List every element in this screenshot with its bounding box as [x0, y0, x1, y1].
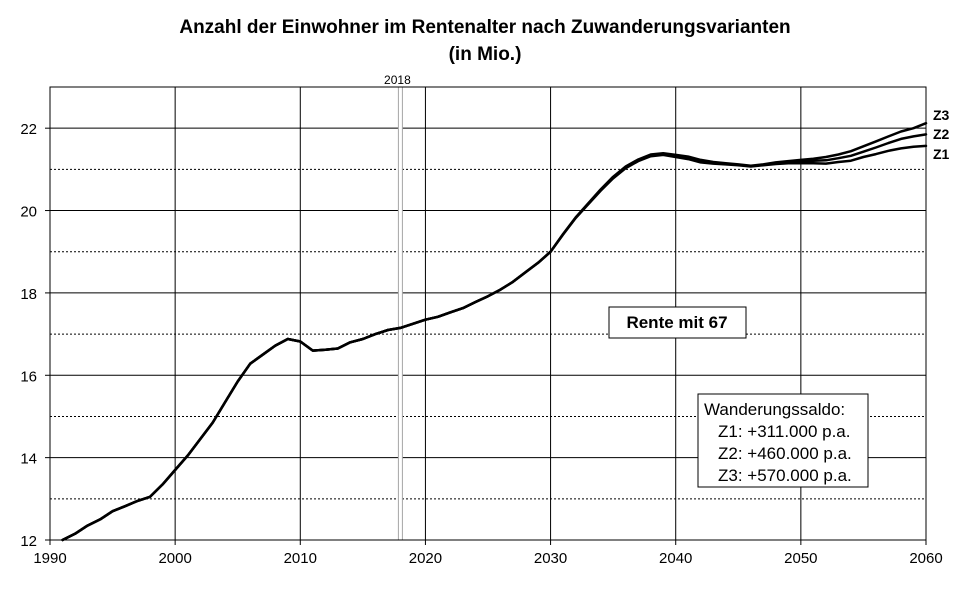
series-labels: Z3 Z2 Z1 [933, 107, 950, 162]
saldo-line-z1: Z1: +311.000 p.a. [718, 422, 850, 441]
x-tick-label: 2030 [534, 550, 567, 567]
y-tick-label: 16 [20, 368, 37, 385]
x-tick-label: 2060 [909, 550, 942, 567]
series-lines [61, 121, 928, 542]
x-tick-label: 2010 [284, 550, 317, 567]
plot-area-border [49, 86, 927, 541]
saldo-line-z3: Z3: +570.000 p.a. [718, 466, 852, 485]
rente-annotation: Rente mit 67 [608, 306, 747, 339]
series-label-z1: Z1 [933, 146, 950, 162]
y-tick-label: 20 [20, 204, 37, 221]
saldo-title: Wanderungssaldo: [704, 400, 845, 419]
rente-box [608, 306, 747, 339]
marker-line [397, 86, 403, 541]
saldo-annotation: Wanderungssaldo: Z1: +311.000 p.a. Z2: +… [697, 393, 869, 488]
x-tick-label: 2050 [784, 550, 817, 567]
saldo-line-z2: Z2: +460.000 p.a. [718, 444, 852, 463]
x-tick-label: 2020 [409, 550, 442, 567]
y-tick-label: 18 [20, 286, 37, 303]
x-axis-ticks: 1990 2000 2010 2020 2030 2040 2050 2060 [33, 540, 943, 567]
series-label-z2: Z2 [933, 126, 950, 142]
y-tick-label: 14 [20, 451, 37, 468]
x-tick-label: 2040 [659, 550, 692, 567]
x-tick-label: 2000 [158, 550, 191, 567]
chart-subtitle: (in Mio.) [449, 44, 522, 65]
saldo-box [697, 393, 869, 488]
y-tick-label: 12 [20, 533, 37, 550]
series-label-z3: Z3 [933, 107, 950, 123]
y-tick-label: 22 [20, 121, 37, 138]
year-marker: 2018 [384, 73, 411, 541]
y-axis-ticks: 12 14 16 18 20 22 [20, 121, 50, 550]
marker-label: 2018 [384, 73, 411, 87]
series-line-z3 [61, 121, 928, 542]
rente-label: Rente mit 67 [626, 313, 727, 332]
x-tick-label: 1990 [33, 550, 66, 567]
chart-title: Anzahl der Einwohner im Rentenalter nach… [179, 17, 790, 38]
